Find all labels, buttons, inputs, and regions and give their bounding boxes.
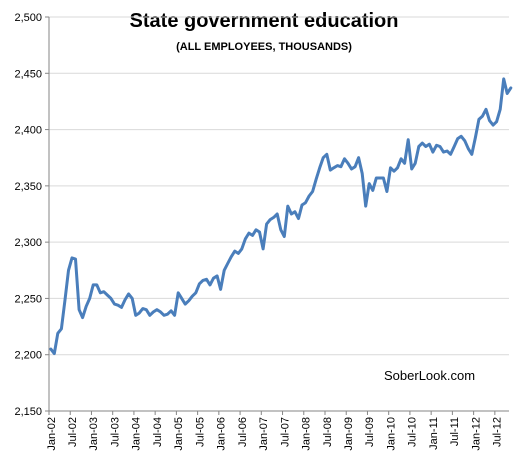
- y-tick-labels: 2,150 2,200 2,250 2,300 2,350 2,400 2,450 2,500: [14, 12, 42, 418]
- x-tick-label: Jul-02: [67, 417, 79, 447]
- x-tick-label: Jul-11: [449, 417, 461, 446]
- x-tick-label: Jan-04: [131, 417, 143, 451]
- x-tick-label: Jan-06: [216, 417, 228, 451]
- y-tick-label: 2,150: [14, 406, 42, 418]
- chart-subtitle: (ALL EMPLOYEES, THOUSANDS): [176, 41, 352, 53]
- series-layer: [49, 77, 513, 356]
- x-tick-labels: Jan-02 Jul-02 Jan-03 Jul-03 Jan-04 Jul-04 Jan-…: [46, 417, 504, 451]
- x-tick-label: Jan-10: [385, 417, 397, 451]
- x-tick-label: Jul-03: [109, 417, 121, 447]
- x-tick-label: Jul-10: [407, 417, 419, 447]
- x-tick-label: Jul-05: [194, 417, 206, 447]
- y-tick-label: 2,250: [14, 293, 42, 305]
- x-tick-label: Jan-07: [258, 417, 270, 451]
- y-tick-label: 2,350: [14, 181, 42, 193]
- y-tick-label: 2,450: [14, 68, 42, 80]
- x-tick-label: Jan-08: [301, 417, 313, 451]
- x-tick-label: Jan-09: [343, 417, 355, 451]
- watermark-label: SoberLook.com: [384, 368, 475, 383]
- x-tick-label: Jul-08: [322, 417, 334, 447]
- x-tick-label: Jul-07: [279, 417, 291, 447]
- y-tick-label: 2,200: [14, 350, 42, 362]
- x-tick-label: Jul-06: [237, 417, 249, 447]
- y-tick-label: 2,400: [14, 125, 42, 137]
- x-tick-label: Jan-02: [46, 417, 58, 451]
- x-tick-label: Jan-03: [88, 417, 100, 451]
- series-line: [49, 77, 513, 356]
- x-tick-label: Jan-05: [173, 417, 185, 451]
- x-tick-label: Jul-12: [492, 417, 504, 447]
- x-tick-label: Jul-04: [152, 417, 164, 447]
- axes: [45, 16, 509, 415]
- y-tick-label: 2,500: [14, 12, 42, 24]
- chart-title: State government education: [130, 10, 399, 32]
- x-tick-label: Jan-11: [428, 417, 440, 450]
- y-tick-label: 2,300: [14, 237, 42, 249]
- x-tick-label: Jan-12: [470, 417, 482, 451]
- x-tick-label: Jul-09: [364, 417, 376, 447]
